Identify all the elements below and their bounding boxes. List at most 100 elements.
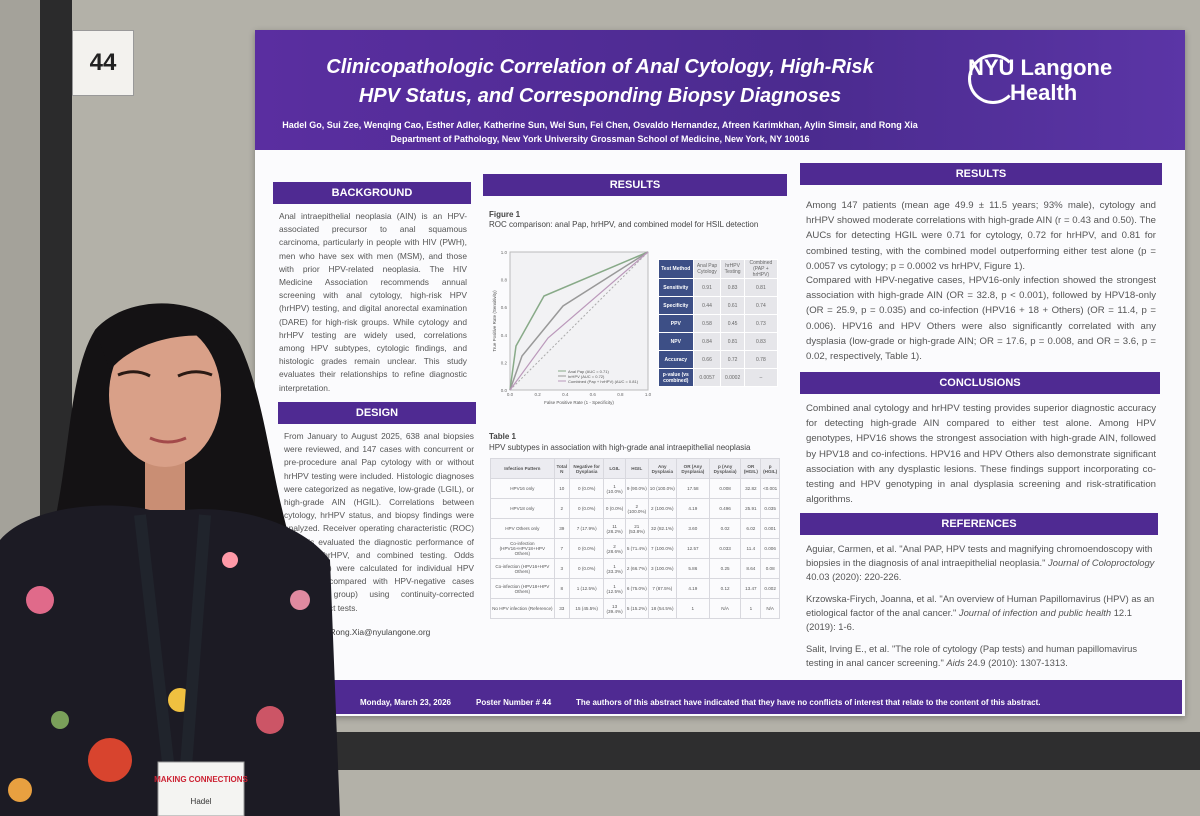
table-row: NPV 0.84 0.81 0.83 [658, 332, 779, 351]
table-header-cell: Infection Pattern [490, 458, 555, 479]
y-tick-label: 0.6 [501, 305, 508, 310]
table-cell: 15 (45.5%) [568, 598, 605, 619]
table-cell: 0.45 [720, 314, 745, 333]
table-cell: No HPV infection (Reference) [490, 598, 555, 619]
footer-disclosure: The authors of this abstract have indica… [576, 698, 1041, 707]
legend-label: hrHPV (AUC = 0.72) [568, 374, 605, 379]
table-cell: 0.25 [708, 558, 742, 579]
table-header-cell: Anal Pap Cytology [692, 259, 722, 279]
table-cell: 0.78 [743, 350, 779, 369]
table-caption: HPV subtypes in association with high-gr… [489, 443, 751, 452]
table-cell: 8.64 [740, 558, 762, 579]
table-header-cell: OR (HGIL) [740, 458, 762, 479]
table-cell: 21 (53.8%) [624, 518, 649, 539]
reference: Aguiar, Carmen, et al. "Anal PAP, HPV te… [806, 542, 1156, 584]
table-cell: 0.83 [720, 278, 745, 297]
footer-date: Monday, March 23, 2026 [360, 698, 451, 707]
table-cell: 1 (10.0%) [603, 478, 626, 499]
table-row: No HPV infection (Reference) 33 15 (45.5%)… [490, 598, 780, 619]
figure-label: Figure 1 [489, 210, 521, 219]
logo-text: NYU Langone [968, 55, 1113, 80]
table-header-cell: hrHPV Testing [720, 259, 745, 279]
table-cell: 0.002 [760, 578, 780, 599]
table-row: HPV Others only 39 7 (17.9%) 11 (28.2%) 21 (… [490, 518, 780, 539]
table-cell: 18 (54.5%) [647, 598, 677, 619]
table-cell: N/A [760, 598, 780, 619]
table-row: Co-infection (HPV16+HPV Others) 3 0 (0.0%)… [490, 558, 780, 579]
reference-list: Aguiar, Carmen, et al. "Anal PAP, HPV te… [806, 542, 1156, 678]
table-cell: 0.74 [743, 296, 779, 315]
table-cell: 5.86 [675, 558, 710, 579]
table-cell: Co-infection (HPV16+HPV Others) [490, 558, 555, 579]
table-cell: 0.0002 [720, 368, 745, 387]
authors: Hadel Go, Sui Zee, Wenqing Cao, Esther A… [282, 120, 918, 130]
table-cell: 0.001 [760, 518, 780, 539]
table-cell: 0.44 [692, 296, 722, 315]
reference-journal: Journal of Coloproctology [1048, 557, 1155, 568]
table-cell: 13 (39.4%) [603, 598, 626, 619]
table-cell: 32 (82.1%) [647, 518, 677, 539]
table-cell: 2 (100.0%) [647, 498, 677, 519]
table-cell: 9 (90.0%) [624, 478, 649, 499]
roc-legend: Anal Pap (AUC = 0.71)hrHPV (AUC = 0.72)C… [558, 369, 639, 384]
table-cell: PPV [658, 314, 694, 333]
table-cell: 0.91 [692, 278, 722, 297]
table-cell: Co-infection (HPV18+HPV Others) [490, 578, 555, 599]
table-cell: 10 [553, 478, 570, 499]
roc-curve [509, 251, 649, 391]
roc-curve [509, 251, 649, 391]
logo-mark [968, 54, 1018, 104]
table-header-cell: Negative for Dysplasia [568, 458, 605, 479]
table-cell: 0.81 [720, 332, 745, 351]
roc-curve [509, 251, 649, 391]
table-cell: Co-infection (HPV16+HPV18+HPV Others) [490, 538, 555, 559]
legend-label: Anal Pap (AUC = 0.71) [568, 369, 609, 374]
x-tick-label: 1.0 [645, 392, 652, 397]
table-cell: 12.57 [675, 538, 710, 559]
table-row: Test Method Anal Pap Cytology hrHPV Testin… [658, 259, 779, 279]
table-cell: 7 (17.9%) [568, 518, 605, 539]
table-cell: HPV Others only [490, 518, 555, 539]
reference-journal: Journal of infection and public health [958, 607, 1112, 618]
table-cell: 0 (0.0%) [568, 498, 605, 519]
y-tick-label: 0.8 [501, 278, 508, 283]
affiliation: Department of Pathology, New York Univer… [390, 134, 810, 144]
design-text: From January to August 2025, 638 anal bi… [284, 431, 474, 613]
table-cell: 0.58 [692, 314, 722, 333]
table-header-cell: HGIL [624, 458, 649, 479]
section-heading: RESULTS [800, 163, 1162, 185]
poster-footer [320, 680, 1182, 714]
table-row: Infection Pattern Total N Negative for Dys… [490, 458, 780, 479]
genotype-table: Infection Pattern Total N Negative for Dys… [490, 458, 780, 619]
figure-caption: ROC comparison: anal Pap, hrHPV, and com… [489, 220, 759, 229]
table-cell: 0.12 [708, 578, 742, 599]
table-row: PPV 0.58 0.45 0.73 [658, 314, 779, 333]
table-row: Co-infection (HPV18+HPV Others) 8 1 (12.5%… [490, 578, 780, 599]
reference: Salit, Irving E., et al. "The role of cy… [806, 642, 1156, 670]
table-cell: 3 (100.0%) [647, 558, 677, 579]
y-tick-label: 1.0 [501, 250, 508, 255]
table-cell: 6 (75.0%) [624, 578, 649, 599]
table-cell: 0 (0.0%) [568, 558, 605, 579]
table-cell: 0.72 [720, 350, 745, 369]
table-cell: 8 [553, 578, 570, 599]
roc-table: Test Method Anal Pap Cytology hrHPV Testin… [658, 259, 779, 387]
section-heading: CONCLUSIONS [800, 372, 1160, 394]
table-cell: 0 (0.0%) [568, 538, 605, 559]
table-cell: 2 [553, 498, 570, 519]
y-tick-label: 0.2 [501, 360, 508, 365]
table-cell: 33 [553, 598, 570, 619]
reference-text: Krzowska-Firych, Joanna, et al. "An over… [806, 593, 1155, 618]
section-heading: RESULTS [483, 174, 787, 196]
table-cell: 5 (15.2%) [624, 598, 649, 619]
y-tick-label: 0.4 [501, 333, 508, 338]
table-header-cell: Combined (PAP + hrHPV) [743, 259, 779, 279]
reference-details: 40.03 (2020): 220-226. [806, 571, 902, 582]
table-cell: 0.83 [743, 332, 779, 351]
table-cell: Accuracy [658, 350, 694, 369]
contact: CONTACT: Rong.Xia@nyulangone.org [286, 627, 431, 637]
x-tick-label: 0.2 [534, 392, 541, 397]
table-cell: 0 (0.0%) [568, 478, 605, 499]
table-row: HPV16 only 10 0 (0.0%) 1 (10.0%) 9 (90.0%) 10… [490, 478, 780, 499]
legend-label: Combined (Pap + hrHPV) (AUC = 0.81) [568, 379, 639, 384]
